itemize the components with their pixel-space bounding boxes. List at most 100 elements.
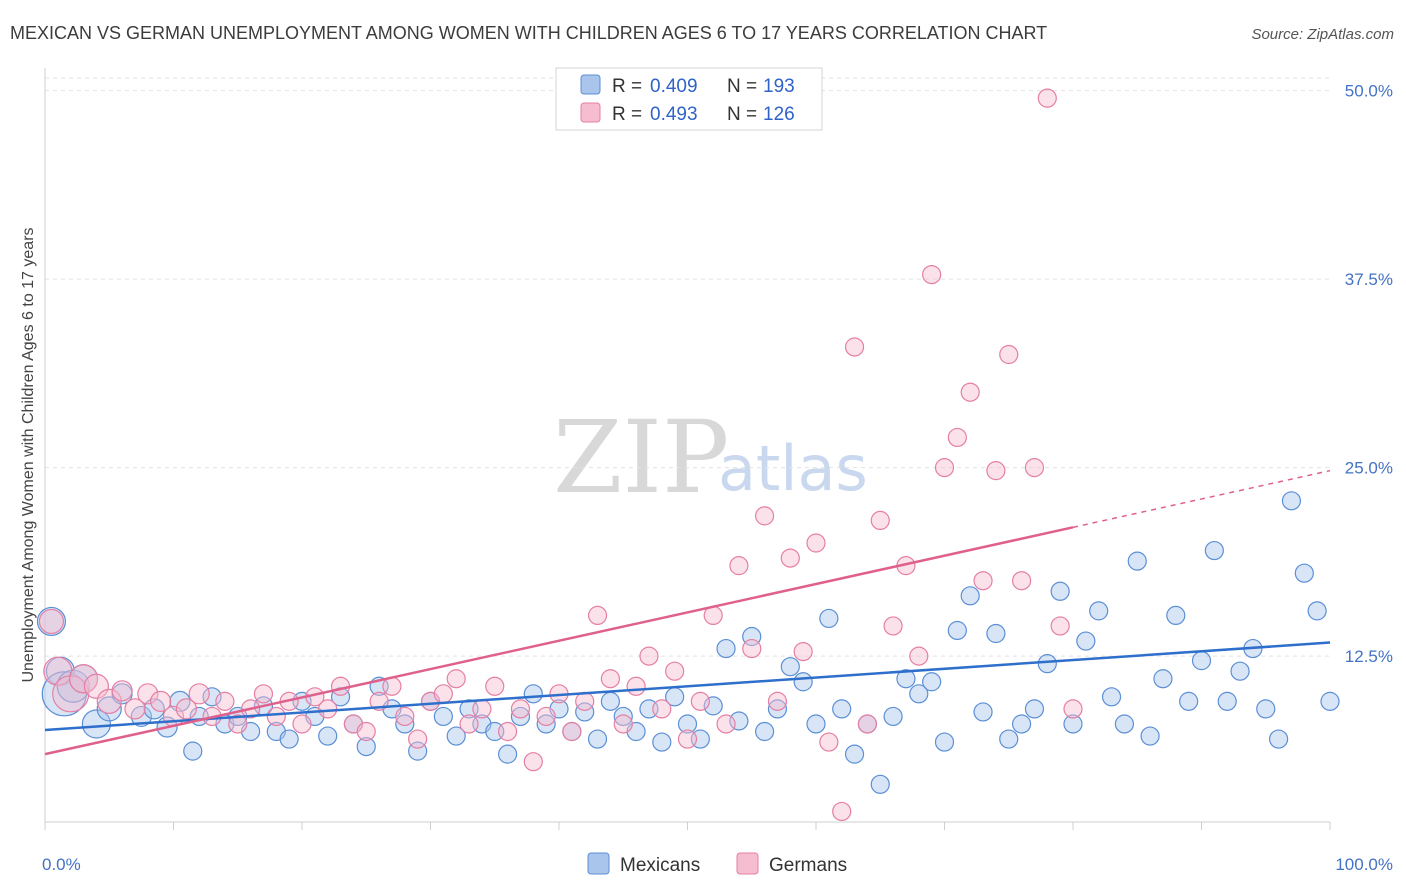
mexicans-point — [395, 714, 415, 734]
germans-point — [188, 683, 210, 705]
mexicans-point — [716, 638, 736, 659]
mexicans-point — [446, 726, 466, 746]
mexicans-point — [498, 744, 518, 764]
mexicans-point — [793, 672, 813, 692]
mexicans-point — [318, 726, 338, 746]
mexicans-point — [922, 672, 942, 692]
mexicans-point — [1140, 726, 1160, 746]
mexicans-point — [41, 671, 87, 717]
germans-point — [1024, 458, 1045, 478]
mexicans-point — [973, 702, 993, 722]
source-credit: Source: ZipAtlas.com — [1251, 26, 1394, 43]
legend-r-label-germans: R = — [612, 104, 642, 125]
mexicans-point — [780, 657, 800, 677]
germans-point — [498, 721, 518, 742]
mexicans-point — [1230, 661, 1250, 681]
legend-n-value-mexicans: 193 — [763, 76, 795, 97]
mexicans-point — [896, 669, 916, 689]
bottom-legend-label-mexicans: Mexicans — [620, 855, 700, 876]
germans-point — [111, 680, 133, 702]
mexicans-point — [613, 706, 633, 727]
mexicans-point — [1050, 581, 1070, 601]
germans-point — [754, 506, 775, 526]
germans-point — [665, 661, 685, 681]
germans-point — [68, 664, 99, 694]
germans-point — [883, 616, 903, 636]
germans-point — [137, 683, 159, 705]
germans-point — [124, 698, 146, 720]
data-points — [36, 88, 1340, 822]
legend-swatch-mexicans — [580, 74, 601, 95]
mexicans-point — [999, 729, 1019, 749]
mexicans-point — [870, 774, 890, 794]
mexicans-point — [1204, 540, 1224, 561]
mexicans-point — [1166, 605, 1186, 626]
mexicans-point — [1320, 691, 1340, 711]
germans-point — [844, 337, 865, 357]
germans-point — [575, 691, 595, 711]
germans-point — [1063, 699, 1083, 719]
germans-point — [870, 510, 890, 531]
mexicans-trend-line — [44, 641, 1331, 732]
germans-point — [819, 732, 839, 752]
germans-point — [767, 691, 788, 711]
germans-point — [613, 714, 633, 734]
mexicans-point — [36, 606, 67, 637]
mexicans-point — [1294, 563, 1314, 583]
germans-point — [52, 675, 90, 713]
germans-point — [600, 669, 621, 689]
germans-point — [510, 699, 531, 719]
mexicans-point — [934, 732, 955, 752]
mexicans-point — [1089, 601, 1109, 621]
trend-lines — [44, 469, 1331, 756]
germans-point — [433, 684, 453, 704]
mexicans-point — [1076, 631, 1096, 651]
mexicans-point — [1037, 654, 1057, 674]
germans-point — [857, 714, 878, 734]
germans-point — [472, 699, 492, 719]
legend-swatch-germans — [580, 102, 601, 123]
legend-r-value-mexicans: 0.409 — [650, 76, 698, 97]
mexicans-point — [754, 721, 775, 742]
germans-point — [1037, 88, 1057, 108]
germans-point — [806, 533, 826, 553]
germans-point — [960, 382, 980, 402]
mexicans-point — [986, 623, 1006, 644]
germans-point — [677, 729, 698, 749]
mexicans-point — [1101, 687, 1122, 707]
germans-point — [485, 676, 505, 696]
mexicans-point — [652, 732, 672, 752]
germans-point — [536, 706, 556, 727]
mexicans-point — [523, 684, 543, 704]
mexicans-point — [56, 669, 90, 703]
mexicans-point — [1256, 699, 1276, 719]
mexicans-point — [587, 729, 608, 749]
germans-point — [742, 638, 762, 659]
germans-point — [690, 691, 710, 711]
mexicans-point — [947, 620, 967, 641]
mexicans-point — [1179, 691, 1199, 711]
y-tick-label: 37.5% — [1345, 270, 1393, 289]
mexicans-point — [1153, 669, 1173, 689]
bottom-legend-label-germans: Germans — [769, 855, 847, 876]
germans-point — [780, 548, 800, 568]
germans-point — [716, 714, 736, 734]
mexicans-point — [1217, 691, 1237, 711]
watermark: ZIP atlas — [553, 399, 868, 516]
germans-point — [408, 729, 428, 749]
correlation-legend: R = 0.409 N = 193 R = 0.493 N = 126 — [555, 67, 823, 131]
germans-point — [1011, 571, 1032, 591]
mexicans-point — [1127, 551, 1147, 571]
mexicans-point — [960, 586, 980, 606]
mexicans-point — [703, 696, 723, 716]
germans-point — [909, 646, 929, 666]
legend-n-label-mexicans: N = — [727, 76, 757, 97]
germans-point — [652, 699, 672, 719]
germans-point — [626, 676, 646, 696]
mexicans-point — [909, 684, 929, 704]
germans-point — [292, 714, 312, 734]
germans-point — [83, 673, 110, 699]
mexicans-point — [536, 714, 556, 734]
legend-n-value-germans: 126 — [763, 104, 795, 125]
